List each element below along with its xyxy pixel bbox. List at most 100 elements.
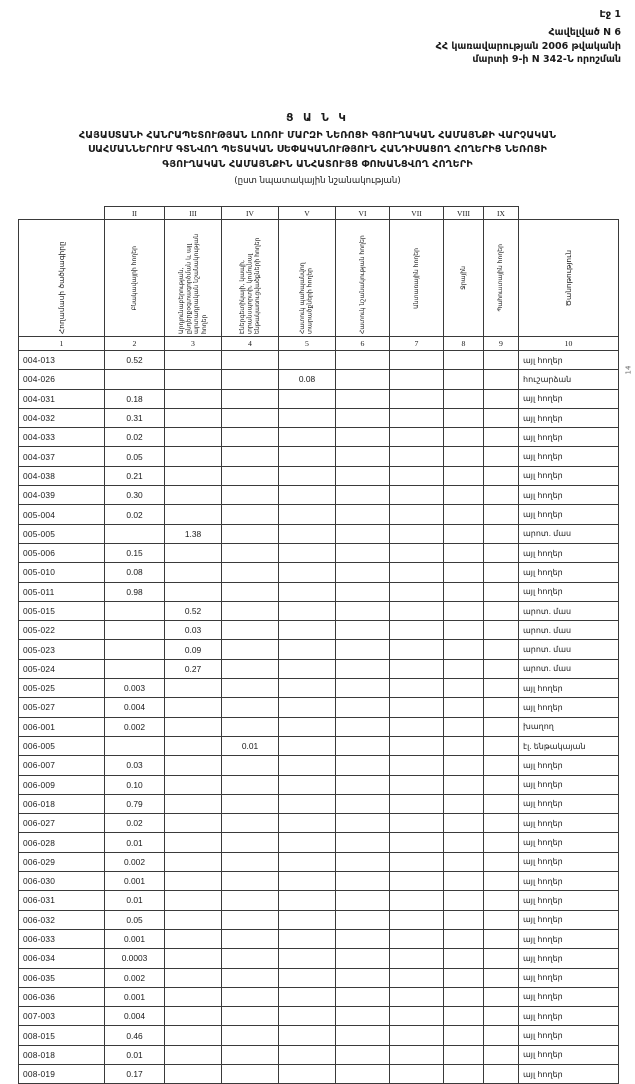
cell-area-col7 (389, 465, 444, 487)
cell-area-col7 (389, 658, 444, 680)
title-line-2: ՍԱՀՄԱՆՆԵՐՈՒՄ ԳՏՆՎՈՂ ՊԵՏԱԿԱՆ ՍԵՓԱԿԱՆՈՒԹՅՈ… (87, 144, 547, 156)
table-row: 008-018 0.01 այլ հողեր (18, 1044, 619, 1065)
cell-area-col5 (278, 465, 336, 487)
cell-note: արոտ. մաս (518, 600, 619, 622)
cell-note: այլ հողեր (518, 562, 619, 583)
cell-area-col7 (389, 697, 444, 718)
cell-area-col4 (221, 562, 279, 583)
cell-area-col8 (443, 620, 484, 641)
cell-area-col8 (443, 542, 484, 564)
cell-area-col5 (278, 658, 336, 680)
column-header-code-label: Հողամասի ծածկագիրը (56, 241, 66, 334)
cell-area-col2: 0.001 (104, 928, 165, 950)
cell-area-col7 (389, 735, 444, 757)
cell-area-col2: 0.01 (104, 890, 165, 911)
cell-area-col9 (483, 523, 519, 544)
table-header-row: Հողամասի ծածկագիրը Բնակավայրի հողեր Արդյ… (18, 219, 619, 337)
cell-area-col6 (335, 697, 390, 718)
cell-note: այլ հողեր (518, 832, 619, 853)
cell-area-col6 (335, 369, 390, 390)
cell-land-code: 006-001 (18, 716, 105, 737)
cell-area-col9 (483, 388, 519, 409)
cell-area-col6 (335, 523, 390, 544)
cell-area-col4 (221, 407, 279, 429)
table-row: 004-037 0.05 այլ հողեր (18, 446, 619, 467)
cell-area-col4 (221, 349, 279, 371)
cell-area-col4 (221, 369, 279, 390)
cell-area-col9 (483, 427, 519, 448)
cell-note: այլ հողեր (518, 388, 619, 409)
cell-note: այլ հողեր (518, 755, 619, 776)
cell-area-col8 (443, 678, 484, 699)
cell-area-col5 (278, 986, 336, 1008)
cell-area-col9 (483, 542, 519, 564)
cell-area-col6 (335, 774, 390, 795)
cell-area-col5 (278, 407, 336, 429)
cell-area-col8 (443, 1063, 484, 1084)
cell-area-col7 (389, 871, 444, 892)
cell-area-col7 (389, 774, 444, 795)
cell-land-code: 005-011 (18, 581, 105, 602)
column-header-forest-label: Անտառային հողեր (412, 247, 420, 309)
cell-area-col8 (443, 465, 484, 487)
cell-area-col2 (104, 639, 165, 660)
cell-area-col3 (164, 967, 222, 988)
cell-note: այլ հողեր (518, 1044, 619, 1065)
cell-area-col6 (335, 1025, 390, 1046)
cell-area-col8 (443, 909, 484, 930)
cell-note: այլ հողեր (518, 948, 619, 969)
cell-area-col8 (443, 1025, 484, 1046)
cell-area-col8 (443, 793, 484, 815)
table-row: 008-019 0.17 այլ հողեր (18, 1063, 619, 1084)
cell-land-code: 008-018 (18, 1044, 105, 1065)
table-row: 005-027 0.004 այլ հողեր (18, 697, 619, 718)
column-header-industry-label: Արդյունաբերության, ընդերքօգտագործման և ա… (177, 233, 208, 334)
cell-area-col5 (278, 890, 336, 911)
cell-area-col5 (278, 639, 336, 660)
cell-area-col4 (221, 851, 279, 873)
table-row: 005-010 0.08 այլ հողեր (18, 562, 619, 583)
cell-area-col7 (389, 851, 444, 873)
cell-area-col3 (164, 735, 222, 757)
column-header-notes-label: Ծանոթություն (563, 249, 573, 307)
cell-area-col2: 0.31 (104, 407, 165, 429)
table-row: 005-006 0.15 այլ հողեր (18, 542, 619, 564)
cell-area-col2: 0.01 (104, 1044, 165, 1065)
cell-area-col7 (389, 639, 444, 660)
cell-note: արոտ. մաս (518, 523, 619, 544)
table-row: 006-028 0.01 այլ հողեր (18, 832, 619, 853)
cell-area-col8 (443, 639, 484, 660)
cell-area-col4 (221, 967, 279, 988)
cell-area-col6 (335, 542, 390, 564)
cell-area-col8 (443, 851, 484, 873)
cell-area-col9 (483, 735, 519, 757)
column-number-7: 7 (389, 336, 444, 351)
table-row: 005-015 0.52 արոտ. մաս (18, 600, 619, 622)
cell-area-col7 (389, 542, 444, 564)
column-number-5: 5 (278, 336, 336, 351)
cell-area-col4 (221, 793, 279, 815)
table-row: 004-038 0.21 այլ հողեր (18, 465, 619, 487)
column-header-reserve: Պահուստային հողեր (483, 219, 519, 337)
cell-area-col4 (221, 1006, 279, 1027)
cell-area-col4 (221, 446, 279, 467)
cell-area-col6 (335, 678, 390, 699)
table-column-number-row: 1 2 3 4 5 6 7 8 9 10 (18, 336, 619, 351)
table-row: 006-029 0.002 այլ հողեր (18, 851, 619, 873)
roman-cell-9: IX (483, 206, 519, 220)
cell-area-col4 (221, 600, 279, 622)
cell-area-col7 (389, 928, 444, 950)
cell-area-col4 (221, 716, 279, 737)
cell-area-col9 (483, 851, 519, 873)
cell-area-col7 (389, 793, 444, 815)
cell-area-col2 (104, 523, 165, 544)
cell-area-col9 (483, 1063, 519, 1084)
cell-area-col8 (443, 697, 484, 718)
cell-area-col8 (443, 928, 484, 950)
cell-area-col7 (389, 1063, 444, 1084)
table-row: 005-024 0.27 արոտ. մաս (18, 658, 619, 680)
cell-note: այլ հողեր (518, 890, 619, 911)
cell-land-code: 004-039 (18, 485, 105, 506)
cell-note: այլ հողեր (518, 909, 619, 930)
cell-area-col5 (278, 600, 336, 622)
